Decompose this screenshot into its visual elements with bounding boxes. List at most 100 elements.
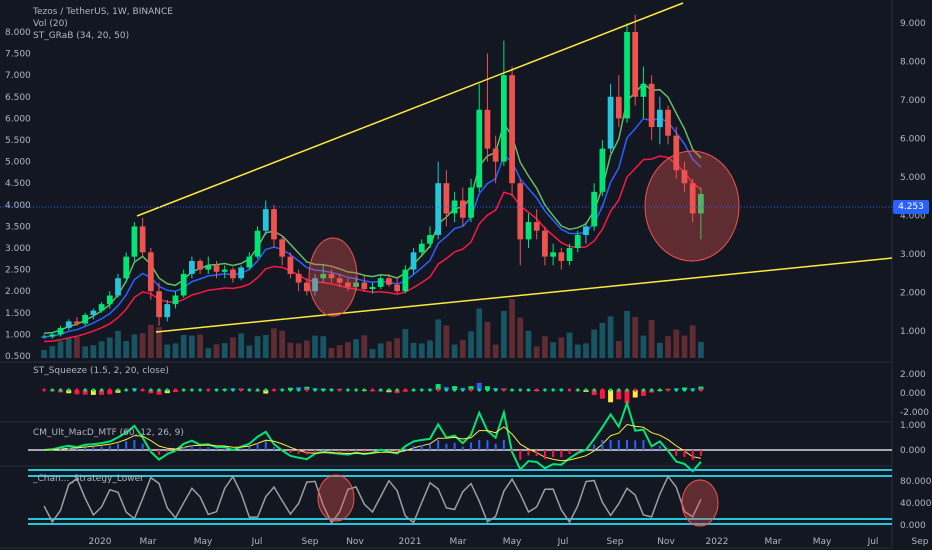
- left-tick-label: 1.000: [5, 330, 31, 340]
- macd-histogram-bar: [108, 445, 111, 450]
- candle-body: [640, 83, 647, 97]
- macd-histogram-bar: [264, 440, 267, 450]
- highlight-circle: [644, 150, 740, 262]
- symbol-title[interactable]: Tezos / TetherUS, 1W, BINANCE: [33, 7, 173, 17]
- macd-histogram-bar: [634, 440, 637, 450]
- volume-bar: [336, 345, 343, 358]
- candle-body: [123, 256, 130, 279]
- candle-body: [542, 230, 548, 257]
- macd-histogram-bar: [535, 450, 538, 457]
- candle-body: [344, 282, 351, 287]
- candle-body: [221, 269, 228, 272]
- left-tick-label: 0.500: [5, 352, 31, 362]
- candle-body: [476, 109, 483, 188]
- macd-histogram-bar: [420, 444, 423, 450]
- candle-body: [303, 282, 310, 292]
- legend: Tezos / TetherUS, 1W, BINANCE Vol (20) S…: [33, 6, 173, 42]
- candle-body: [615, 96, 622, 119]
- x-tick-label: Sep: [302, 537, 319, 547]
- squeeze-dot: [436, 388, 440, 392]
- macd-tick-label: 1.000: [900, 421, 926, 431]
- volume-bar: [689, 325, 696, 358]
- candle-body: [49, 334, 56, 337]
- candle-body: [607, 96, 614, 149]
- left-tick-label: 7.000: [5, 71, 31, 81]
- squeeze-bar: [599, 390, 605, 399]
- macd-histogram-bar: [371, 450, 374, 452]
- candle-body: [599, 148, 606, 192]
- squeeze-dot: [305, 388, 309, 392]
- volume-bar: [451, 344, 458, 358]
- squeeze-dot: [682, 388, 687, 392]
- macd-tick-label: 0.000: [900, 446, 926, 456]
- candle-body: [558, 252, 565, 261]
- highlight-circle: [308, 237, 358, 317]
- squeeze-dot: [518, 388, 522, 392]
- squeeze-bar: [99, 390, 105, 395]
- candle-body: [74, 321, 80, 324]
- candle-body: [484, 109, 491, 149]
- volume-bar: [180, 335, 187, 358]
- macd-histogram-bar: [67, 447, 70, 450]
- macd-histogram-bar: [387, 450, 390, 451]
- candle-body: [517, 183, 524, 240]
- grab-label[interactable]: ST_GRaB (34, 20, 50): [33, 31, 130, 41]
- squeeze-dot: [288, 388, 293, 392]
- macd-histogram-bar: [59, 448, 62, 450]
- squeeze-dot: [239, 388, 243, 392]
- volume-bar: [328, 348, 335, 358]
- squeeze-dot: [444, 388, 448, 392]
- candle-body: [41, 336, 47, 338]
- squeeze-bar: [82, 390, 88, 395]
- squeeze-label[interactable]: ST_Squeeze (1.5, 2, 20, close): [33, 366, 169, 376]
- volume-bar: [599, 323, 606, 358]
- volume-bar: [459, 339, 466, 358]
- squeeze-dot: [494, 388, 498, 392]
- candle-body: [262, 209, 269, 231]
- squeeze-dot: [42, 388, 46, 392]
- squeeze-bar: [624, 390, 630, 404]
- squeeze-bar: [632, 390, 638, 398]
- squeeze-dot: [50, 388, 54, 392]
- candle-body: [361, 282, 368, 290]
- vol-label[interactable]: Vol (20): [33, 19, 68, 29]
- volume-bar: [353, 339, 359, 358]
- squeeze-dot: [411, 388, 416, 392]
- squeeze-dot: [510, 388, 514, 392]
- macd-histogram-bar: [470, 442, 473, 450]
- candle-body: [197, 260, 203, 270]
- volume-bar: [550, 342, 556, 358]
- lower-tick-label: 80.000: [900, 477, 932, 487]
- macd-histogram-bar: [240, 448, 243, 450]
- volume-bar: [246, 345, 253, 358]
- volume-bar: [476, 308, 483, 358]
- macd-histogram-bar: [338, 450, 341, 452]
- left-tick-label: 5.500: [5, 136, 31, 146]
- x-tick-label: May: [813, 537, 832, 547]
- squeeze-bar: [74, 390, 80, 395]
- squeeze-bar: [608, 390, 614, 403]
- volume-bar: [279, 330, 286, 358]
- lower-label[interactable]: _Chan..._Strategy_Lower: [33, 474, 144, 484]
- squeeze-bar: [435, 384, 441, 390]
- volume-bar: [500, 311, 507, 358]
- macd-histogram-bar: [396, 450, 399, 452]
- macd-histogram-bar: [248, 446, 251, 450]
- squeeze-dot: [58, 388, 63, 392]
- x-tick-label: Mar: [765, 537, 782, 547]
- volume-bar: [566, 332, 573, 358]
- volume-bar: [615, 341, 622, 358]
- volume-bar: [271, 328, 277, 358]
- volume-bar: [640, 335, 647, 358]
- volume-bar: [443, 325, 450, 358]
- squeeze-dot: [231, 388, 235, 392]
- macd-histogram-bar: [675, 450, 678, 456]
- squeeze-bar: [640, 390, 646, 396]
- volume-bar: [558, 337, 565, 358]
- squeeze-bar: [484, 386, 490, 390]
- macd-histogram-bar: [683, 450, 686, 457]
- macd-histogram-bar: [125, 441, 128, 450]
- candle-body: [673, 135, 680, 171]
- macd-label[interactable]: CM_Ult_MacD_MTF (60, 12, 26, 9): [33, 428, 184, 438]
